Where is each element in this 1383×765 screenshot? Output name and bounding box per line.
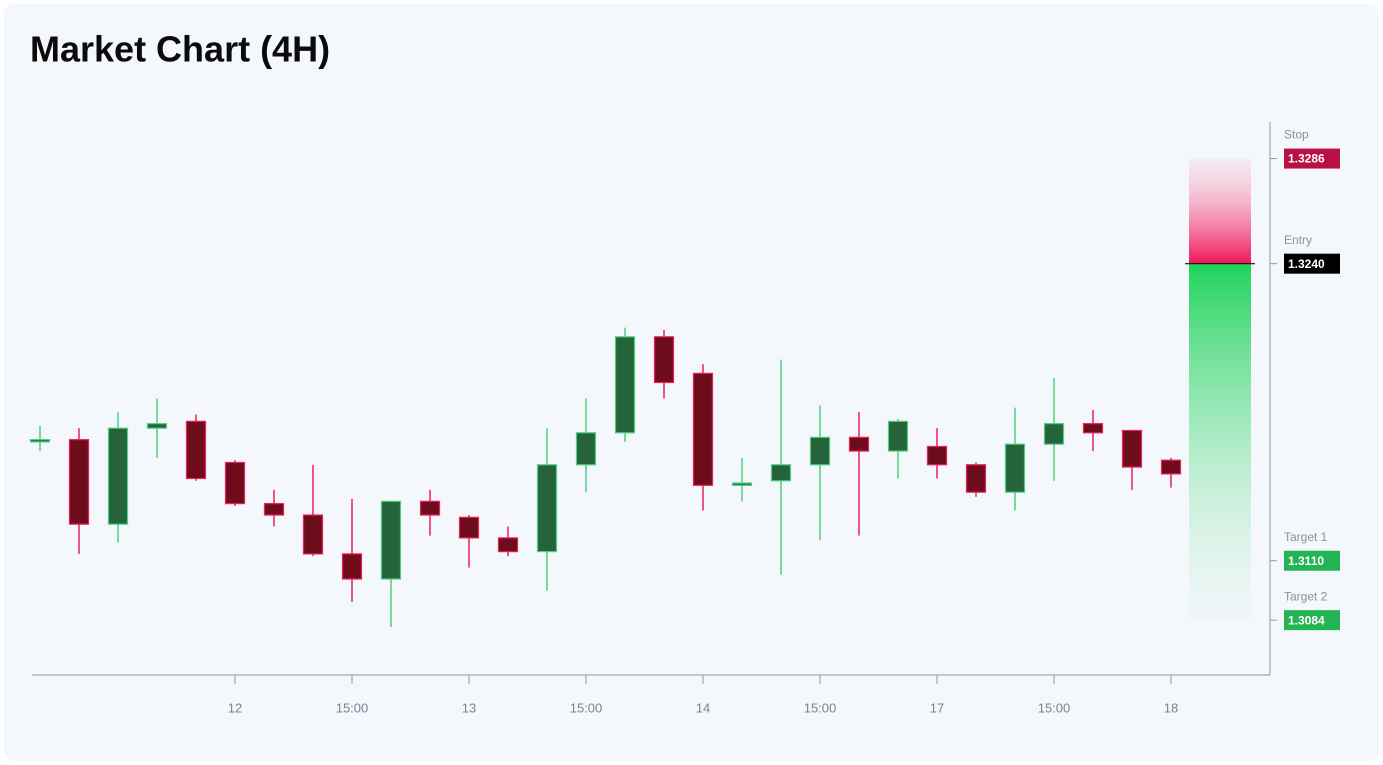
level-name: Target 1 <box>1284 530 1328 544</box>
level-label: 1.3110 <box>1288 554 1324 568</box>
level-box <box>1284 253 1340 274</box>
candle-body <box>614 336 636 434</box>
candle-body <box>497 537 519 553</box>
candle-body <box>653 336 675 384</box>
candle-body <box>107 427 129 525</box>
level-name: Entry <box>1284 233 1312 247</box>
reward-zone <box>1189 263 1251 621</box>
x-tick-label: 15:00 <box>336 700 369 715</box>
level-name: Target 2 <box>1284 589 1328 603</box>
risk-zone <box>1189 158 1251 264</box>
x-tick-label: 17 <box>930 700 944 715</box>
candle-body <box>848 436 870 452</box>
candle-body <box>926 445 948 466</box>
candle-body <box>692 372 714 486</box>
candle-body <box>68 439 90 525</box>
candle-body <box>887 420 909 452</box>
level-box <box>1284 148 1340 169</box>
candle-body <box>341 553 363 580</box>
level-box <box>1284 610 1340 631</box>
candle-body <box>224 461 246 505</box>
card <box>4 4 1379 761</box>
candle-body <box>1004 443 1026 493</box>
candle-body <box>1160 459 1182 475</box>
candle-body <box>380 500 402 580</box>
candle-body <box>809 436 831 466</box>
candle-body <box>458 516 480 539</box>
level-box <box>1284 550 1340 571</box>
candle-body <box>965 464 987 493</box>
x-tick-label: 15:00 <box>570 700 603 715</box>
x-tick-label: 15:00 <box>1038 700 1071 715</box>
x-tick-label: 13 <box>462 700 476 715</box>
x-tick-label: 18 <box>1164 700 1178 715</box>
x-tick-label: 15:00 <box>804 700 837 715</box>
chart-title: Market Chart (4H) <box>30 29 330 70</box>
candle-body <box>302 514 324 555</box>
candle-body <box>1121 429 1143 468</box>
level-name: Stop <box>1284 128 1309 142</box>
candle-body <box>1082 423 1104 434</box>
candle-body <box>1043 423 1065 445</box>
candle-body <box>29 439 51 443</box>
candle-body <box>185 420 207 480</box>
x-tick-label: 12 <box>228 700 242 715</box>
candle-body <box>770 464 792 482</box>
level-label: 1.3286 <box>1288 152 1325 166</box>
candle-body <box>419 500 441 516</box>
candle-body <box>536 464 558 553</box>
candle-body <box>146 423 168 429</box>
candle-body <box>575 432 597 466</box>
level-label: 1.3240 <box>1288 257 1325 271</box>
candle-body <box>263 503 285 516</box>
level-label: 1.3084 <box>1288 613 1325 627</box>
candle-body <box>731 482 753 486</box>
x-tick-label: 14 <box>696 700 710 715</box>
